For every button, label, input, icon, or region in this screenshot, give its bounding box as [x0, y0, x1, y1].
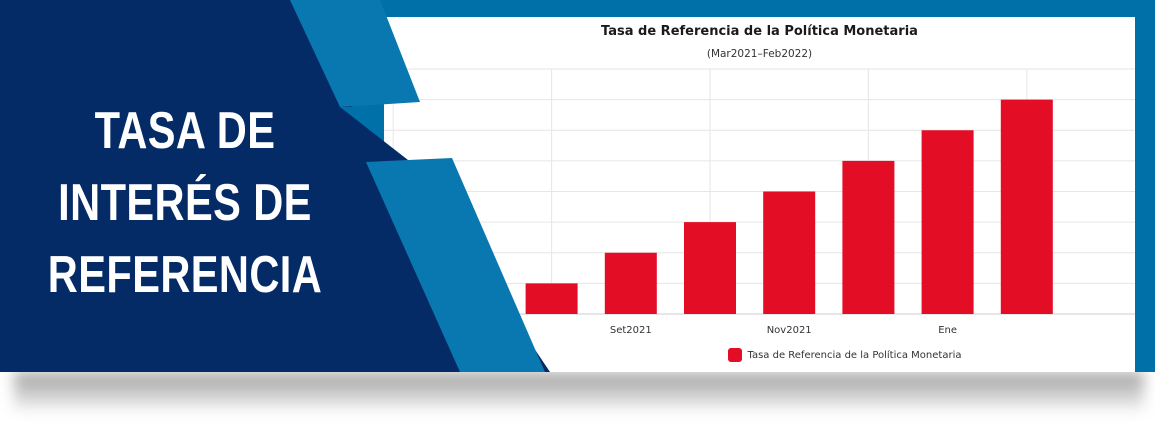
bar-feb2022[interactable] — [1000, 99, 1053, 314]
chart-legend[interactable]: Tasa de Referencia de la Política Moneta… — [384, 348, 1135, 362]
decorative-shapes — [0, 0, 550, 372]
headline: TASA DE INTERÉS DE REFERENCIA — [37, 95, 333, 311]
blue-stripe-top — [290, 0, 420, 107]
bar-nov2021[interactable] — [763, 191, 816, 315]
bar-ene2022[interactable] — [921, 130, 974, 314]
legend-swatch — [727, 348, 742, 362]
chart-title: Tasa de Referencia de la Política Moneta… — [601, 24, 918, 39]
headline-line-1: TASA DE — [94, 102, 276, 160]
bar-dic2021[interactable] — [842, 160, 895, 314]
x-tick-label: Ene — [938, 325, 957, 336]
bar-ago2021[interactable] — [525, 283, 578, 314]
x-tick-label: Set2021 — [610, 325, 652, 336]
headline-line-2: INTERÉS DE — [58, 174, 312, 232]
x-tick-label: Nov2021 — [767, 325, 812, 336]
blue-stripe-bottom — [366, 158, 545, 372]
bar-set2021[interactable] — [604, 252, 657, 314]
chart-subtitle: (Mar2021–Feb2022) — [706, 48, 813, 60]
banner-shadow — [14, 372, 1144, 410]
headline-line-3: REFERENCIA — [47, 246, 323, 304]
navy-panel — [0, 0, 550, 372]
banner: Jul2021Set2021Nov2021Ene Tasa de Referen… — [0, 0, 1155, 372]
legend-label: Tasa de Referencia de la Política Moneta… — [747, 349, 962, 361]
bar-oct2021[interactable] — [684, 222, 736, 314]
